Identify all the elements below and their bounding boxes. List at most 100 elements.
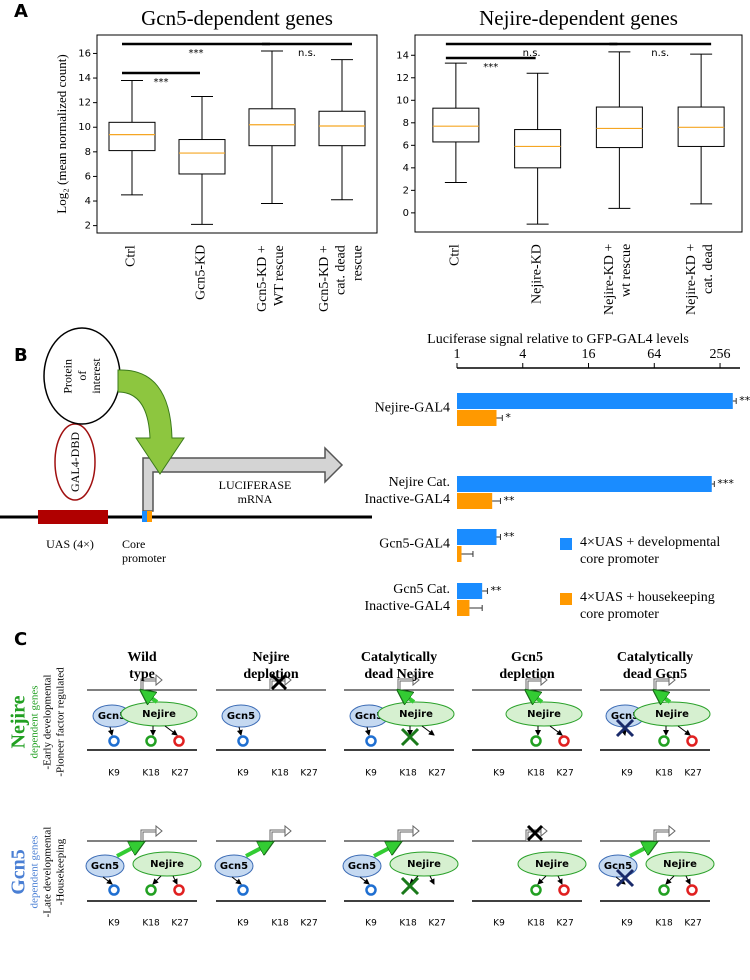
promoter-arrow [269,829,285,841]
row-note: -Pioneer factor regulated [55,667,67,777]
promoter-arrow [141,830,156,841]
mod-arrow [537,875,547,885]
k9-mark [365,735,377,747]
site-label: K18 [527,769,545,779]
y-tick-label: 4 [85,196,91,207]
panel-label: B [14,345,28,366]
promoter-arrowhead [284,673,292,687]
core-label: Core promoter [122,537,166,566]
promoter-arrowhead [155,673,163,687]
bar [457,583,483,599]
y-tick-label: 10 [78,122,91,133]
y-tick-label: Gcn5-GAL4 [379,536,450,552]
k18-mark [530,884,542,896]
k27-mark [686,884,698,896]
row-sub: dependent genes [29,836,41,909]
gcn5-label: Gcn5 [611,711,639,722]
k18-mark [145,884,157,896]
column-header: Nejire depletion [243,650,299,682]
protein-label: Protein of interest [60,358,104,394]
bar [457,529,497,545]
promoter-arrowhead [668,824,676,838]
activation-arrow [531,694,544,702]
significance-label: ** [490,584,502,597]
nejire-label: Nejire [655,709,689,720]
site-label: K9 [237,919,249,929]
box [514,129,562,169]
legend-label: 4×UAS + developmental core promoter [580,535,721,567]
k9-mark [237,884,249,896]
plot-frame [96,34,378,234]
row-note: -Late developmental [42,827,54,918]
row-note: -Early developmental [42,675,54,770]
site-label: K18 [527,919,545,929]
recruit-arrow [117,369,185,475]
x-tick-label: Ctrl [447,244,463,266]
box [432,107,480,143]
site-label: K27 [684,769,701,779]
k27-mark [686,735,698,747]
gcn5-ellipse [214,854,254,878]
row-sub: dependent genes [29,686,41,759]
column-header: Catalytically dead Gcn5 [616,650,694,682]
nejire-ellipse [377,701,455,727]
promoter-arrowhead [540,673,548,687]
nejire-label: Nejire [663,859,697,870]
box [178,139,226,175]
site-label: K9 [365,919,377,929]
y-axis-label: Log₂ (mean normalized count) [54,54,69,213]
cross [400,876,420,896]
column-header: Wild type [127,650,157,682]
chart-title: Gcn5-dependent genes [141,6,333,30]
uas-label: UAS (4×) [46,537,94,551]
gcn5-label: Gcn5 [604,861,632,872]
site-label: K18 [655,919,673,929]
significance-label: ** [503,530,515,543]
x-tick-label: Nejire-KD + wt rescue [602,244,635,316]
x-tick-label: Gcn5-KD + cat. dead rescue [316,245,366,312]
promoter-arrow [398,830,413,841]
mod-arrow [107,726,114,736]
gcn5-label: Gcn5 [91,861,119,872]
bar [457,493,493,509]
site-label: K18 [399,919,417,929]
promoter-arrow [141,679,156,690]
mod-arrow [677,725,691,736]
k18-mark [658,735,670,747]
panel-label: A [14,1,28,22]
dbd-label: GAL4-DBD [67,432,82,492]
mod-arrow [164,725,178,736]
significance-label: *** [189,48,204,59]
site-label: K9 [493,919,505,929]
promoter-arrow [397,829,413,841]
bar [457,410,497,426]
panel-label: C [14,629,27,650]
nejire-ellipse [505,701,583,727]
nejire-label: Nejire [535,859,569,870]
gcn5-label: Gcn5 [220,861,248,872]
bar [457,476,712,492]
activation-arrow [659,694,672,702]
site-label: K27 [556,769,573,779]
nejire-ellipse [517,851,587,877]
y-tick-label: 2 [403,185,409,196]
k27-mark [558,884,570,896]
promoter-arrowhead [412,824,420,838]
promoter-arrowhead [284,824,292,838]
nejire-ellipse [633,701,711,727]
plot-frame [414,34,743,233]
nejire-label: Nejire [527,709,561,720]
significance-label: *** [739,394,750,407]
site-label: K18 [142,769,160,779]
bar [457,600,470,616]
y-tick-label: 14 [396,50,409,61]
promoter-arrowhead [540,824,548,838]
x-tick-label: Ctrl [123,245,139,267]
mod-arrow [557,875,563,885]
row-note: -Housekeeping [55,838,67,905]
bar [457,546,462,562]
significance-label: * [505,411,511,424]
legend-swatch [560,538,572,550]
